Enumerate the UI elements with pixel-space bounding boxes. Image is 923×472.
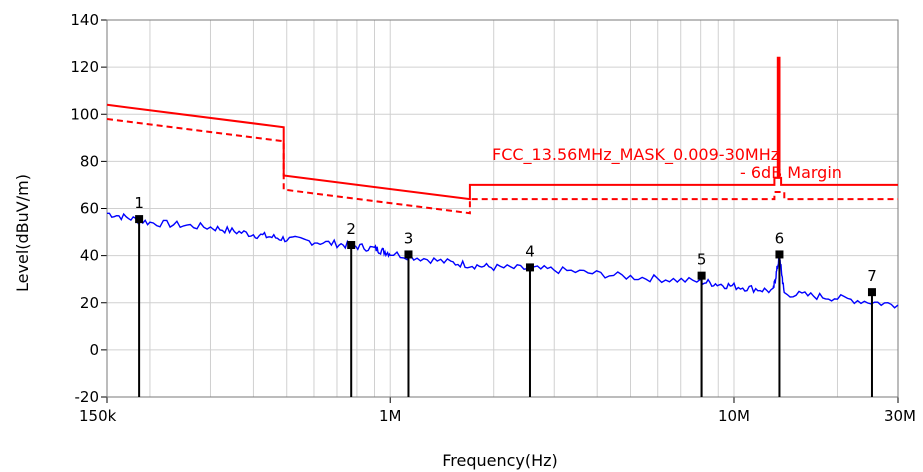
x-tick-label-3: 30M [884, 407, 916, 425]
y-tick-label-8: 140 [70, 11, 99, 29]
marker-point-4 [525, 263, 534, 272]
x-axis-label: Frequency(Hz) [442, 451, 558, 470]
marker-label-1: 1 [134, 194, 144, 212]
y-tick-label-5: 80 [80, 152, 99, 170]
marker-label-4: 4 [525, 242, 535, 260]
marker-point-5 [697, 271, 706, 280]
x-tick-label-0: 150k [79, 407, 117, 425]
y-tick-label-7: 120 [70, 58, 99, 76]
marker-label-2: 2 [346, 220, 356, 238]
mask-annotation: FCC_13.56MHz_MASK_0.009-30MHz [492, 145, 779, 165]
y-axis-ticks: -20 0 20 40 60 80 100 120 140 [70, 11, 107, 406]
grid [107, 19, 898, 398]
x-axis-ticks: 150k 1M 10M 30M [79, 397, 916, 425]
y-tick-label-4: 60 [80, 200, 99, 218]
x-tick-label-2: 10M [718, 407, 750, 425]
y-tick-label-3: 40 [80, 247, 99, 265]
y-axis-label: Level(dBuV/m) [13, 174, 32, 292]
series-line-1 [106, 118, 898, 215]
marker-label-6: 6 [775, 229, 785, 247]
marker-point-6 [775, 250, 784, 259]
marker-label-7: 7 [867, 267, 877, 285]
marker-point-7 [867, 288, 876, 297]
y-tick-label-6: 100 [70, 105, 99, 123]
margin-annotation: - 6dB Margin [740, 163, 842, 182]
x-tick-label-1: 1M [379, 407, 402, 425]
marker-point-3 [404, 250, 413, 259]
marker-label-5: 5 [697, 251, 707, 269]
y-tick-label-0: -20 [75, 388, 100, 406]
plot-frame [106, 19, 899, 398]
marker-label-3: 3 [404, 229, 414, 247]
series-line-0 [106, 56, 898, 201]
marker-point-2 [347, 241, 356, 250]
y-tick-label-2: 20 [80, 294, 99, 312]
markers: 1 2 3 4 5 6 7 [134, 194, 877, 397]
marker-point-1 [135, 215, 144, 224]
y-tick-label-1: 0 [89, 341, 99, 359]
